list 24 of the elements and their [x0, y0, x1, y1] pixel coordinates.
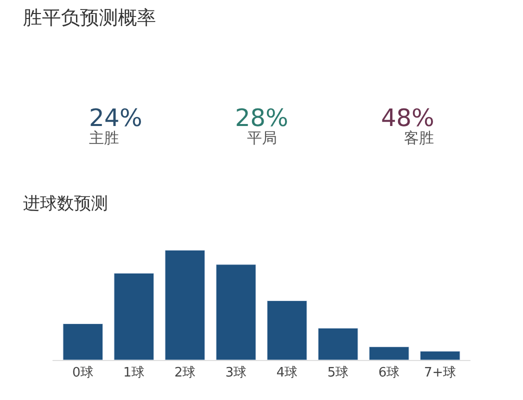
x-tick-label: 6球 [378, 366, 400, 381]
x-tick-label: 5球 [327, 366, 349, 381]
x-tick-label: 1球 [123, 366, 145, 381]
bar [368, 346, 410, 360]
x-tick-label: 4球 [276, 366, 298, 381]
category-label: 平局 [247, 129, 277, 147]
bar [318, 328, 358, 360]
chart-title: 进球数预测 [23, 194, 108, 214]
x-tick-label: 3球 [225, 366, 247, 381]
bar [164, 250, 206, 360]
x-tick-label: 2球 [174, 366, 196, 381]
data-label: 48% [381, 104, 434, 132]
data-label: 24% [89, 104, 142, 132]
x-tick-label: 0球 [72, 366, 94, 381]
bar [420, 350, 460, 360]
category-label: 客胜 [404, 129, 434, 147]
text: 胜平负预测概率 [23, 7, 156, 29]
bar [114, 273, 154, 360]
bar [266, 300, 308, 360]
bar [62, 324, 104, 360]
data-label: 28% [235, 104, 288, 132]
category-label: 主胜 [89, 129, 119, 147]
x-tick-label: 7+球 [424, 366, 456, 381]
bar [216, 264, 256, 360]
